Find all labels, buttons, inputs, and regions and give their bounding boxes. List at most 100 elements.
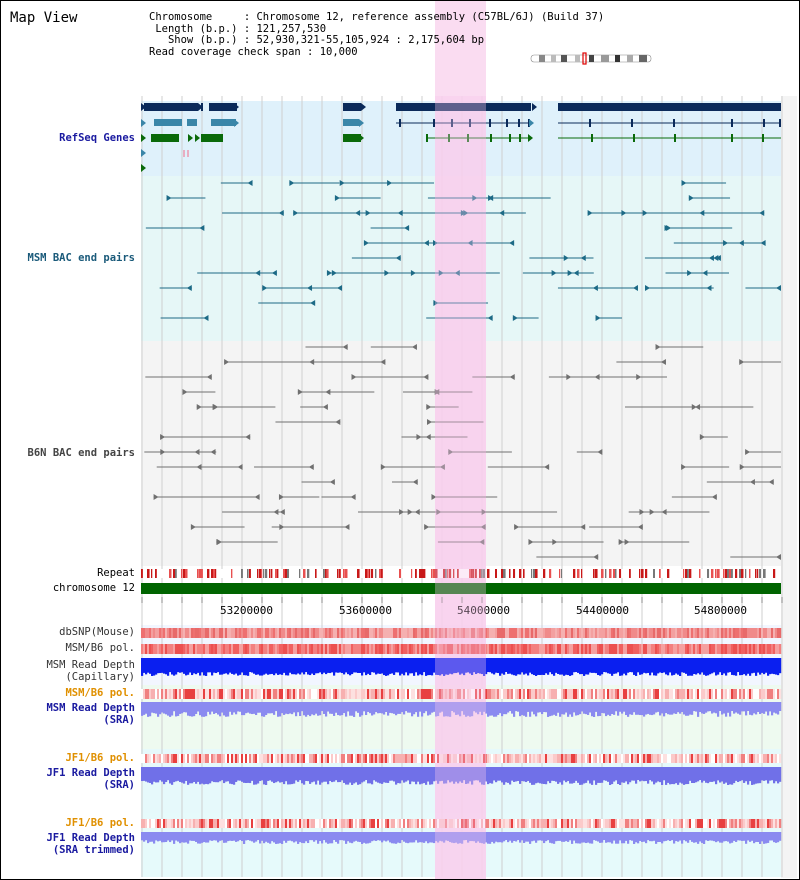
repeat-feature: [215, 569, 217, 578]
jf1-depth-trim-bar: [509, 832, 512, 841]
jf1-depth-trim-bar: [401, 832, 404, 841]
jf1-depth-sra-bar: [209, 767, 212, 784]
jf1-depth-trim-bar: [215, 832, 218, 841]
msm-depth-cap-bar: [277, 658, 280, 675]
dbsnp-cell: [189, 628, 192, 638]
track-label-msm-bac[interactable]: MSM BAC end pairs: [27, 252, 135, 264]
msm-pol2-cell: [511, 689, 514, 699]
msm-depth-cap-bar: [355, 658, 358, 673]
dbsnp-cell: [755, 628, 758, 638]
msm-pol-cell: [263, 644, 266, 654]
track-label-repeat[interactable]: Repeat: [97, 567, 135, 579]
msm-depth-sra-bar: [179, 702, 182, 714]
jf1-depth-sra-bar: [349, 767, 352, 783]
jf1-depth-sra-bar: [629, 767, 632, 783]
track-label-jf1-b6-pol-1[interactable]: JF1/B6 pol.: [65, 752, 135, 764]
repeat-feature: [345, 569, 348, 578]
track-label-b6n-bac[interactable]: B6N BAC end pairs: [27, 447, 135, 459]
msm-depth-cap-bar: [537, 658, 540, 675]
msm-pol-cell: [343, 644, 346, 654]
msm-pol-cell: [207, 644, 210, 654]
track-label-dbsnp[interactable]: dbSNP(Mouse): [59, 626, 135, 638]
track-label-jf1-depth-trim-1[interactable]: JF1 Read Depth: [46, 832, 135, 844]
track-label-msm-depth-cap-1[interactable]: MSM Read Depth: [46, 659, 135, 671]
msm-depth-sra-bar: [411, 702, 414, 717]
msm-pol-cell: [485, 644, 488, 654]
msm-pol-cell: [621, 644, 624, 654]
msm-pol-cell: [439, 644, 442, 654]
jf1-depth-sra-bar: [775, 767, 778, 782]
jf1-pol-cell: [511, 754, 514, 763]
msm-pol-cell: [759, 644, 762, 654]
jf1-pol2-cell: [319, 819, 322, 828]
msm-pol2-cell: [693, 689, 696, 699]
msm-depth-cap-bar: [693, 658, 696, 674]
msm-depth-cap-bar: [273, 658, 276, 676]
dbsnp-cell: [289, 628, 292, 638]
dbsnp-cell: [315, 628, 318, 638]
msm-pol2-cell: [419, 689, 422, 699]
track-label-jf1-b6-pol-2[interactable]: JF1/B6 pol.: [65, 817, 135, 829]
repeat-feature: [739, 569, 742, 578]
dbsnp-cell: [167, 628, 170, 638]
track-label-jf1-depth-sra-1[interactable]: JF1 Read Depth: [46, 767, 135, 779]
dbsnp-cell: [355, 628, 358, 638]
msm-depth-cap-bar: [323, 658, 326, 673]
msm-depth-cap-bar: [325, 658, 328, 675]
msm-pol-cell: [601, 644, 604, 654]
jf1-depth-trim-bar: [683, 832, 686, 841]
dbsnp-cell: [203, 628, 206, 638]
msm-pol-cell: [193, 644, 196, 654]
jf1-pol2-cell: [543, 819, 546, 828]
msm-pol-cell: [579, 644, 582, 654]
msm-depth-cap-bar: [761, 658, 764, 673]
track-label-msm-b6-pol-1[interactable]: MSM/B6 pol.: [65, 642, 135, 654]
jf1-pol2-cell: [721, 819, 724, 828]
msm-depth-sra-bar: [741, 702, 744, 712]
msm-pol2-cell: [657, 689, 660, 699]
jf1-pol-cell: [567, 754, 570, 763]
jf1-pol-cell: [223, 754, 226, 763]
jf1-pol2-cell: [361, 819, 364, 828]
jf1-pol2-cell: [355, 819, 358, 828]
repeat-feature: [447, 569, 449, 578]
jf1-pol2-cell: [685, 819, 688, 828]
msm-pol-cell: [413, 644, 416, 654]
msm-depth-sra-bar: [283, 702, 286, 715]
jf1-depth-trim-bar: [407, 832, 410, 844]
msm-depth-cap-bar: [391, 658, 394, 674]
jf1-pol-cell: [611, 754, 614, 763]
msm-pol2-cell: [183, 689, 186, 699]
track-label-chromosome[interactable]: chromosome 12: [52, 582, 135, 594]
jf1-pol-cell: [671, 754, 674, 763]
jf1-depth-sra-bar: [193, 767, 196, 782]
gene-exon: [631, 119, 633, 127]
repeat-feature: [343, 569, 345, 578]
track-label-refseq[interactable]: RefSeq Genes: [59, 132, 135, 144]
track-label-msm-depth-sra-1[interactable]: MSM Read Depth: [46, 702, 135, 714]
jf1-pol-cell: [433, 754, 436, 763]
msm-pol-cell: [735, 644, 738, 654]
msm-depth-cap-bar: [599, 658, 602, 676]
msm-pol2-cell: [707, 689, 710, 699]
dbsnp-cell: [353, 628, 356, 638]
jf1-pol-cell: [153, 754, 156, 763]
dbsnp-cell: [697, 628, 700, 638]
msm-depth-sra-bar: [523, 702, 526, 716]
jf1-pol2-cell: [569, 819, 572, 828]
jf1-pol2-cell: [643, 819, 646, 828]
msm-pol2-cell: [463, 689, 466, 699]
msm-bac-pair-end: [337, 285, 343, 291]
msm-pol2-cell: [655, 689, 658, 699]
msm-depth-cap-bar: [617, 658, 620, 673]
jf1-depth-trim-bar: [427, 832, 430, 844]
track-label-msm-b6-pol-2[interactable]: MSM/B6 pol.: [65, 687, 135, 699]
repeat-feature: [773, 569, 776, 578]
jf1-pol-cell: [339, 754, 342, 763]
jf1-depth-sra-bar: [737, 767, 740, 783]
jf1-pol2-cell: [299, 819, 302, 828]
jf1-depth-sra-bar: [529, 767, 532, 783]
msm-depth-sra-bar: [277, 702, 280, 717]
msm-pol-cell: [353, 644, 356, 654]
